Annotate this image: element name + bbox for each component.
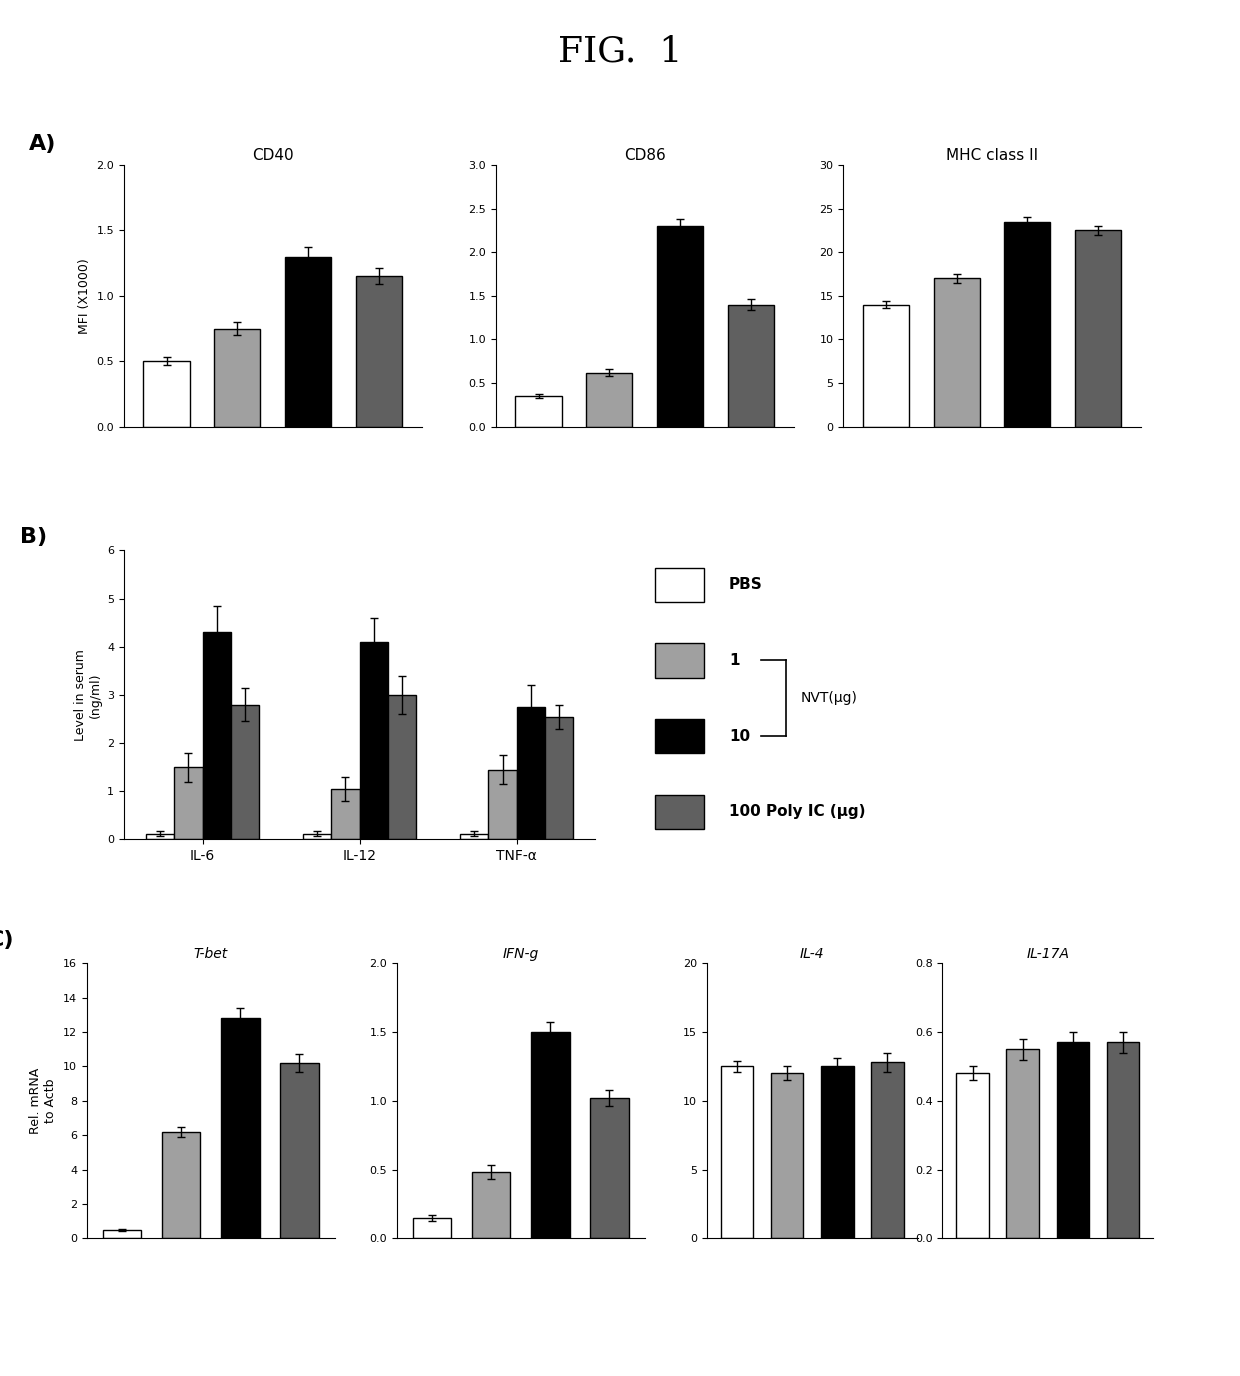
Bar [872, 1062, 904, 1238]
Title: T-bet: T-bet [193, 947, 228, 960]
Bar [956, 1073, 988, 1238]
Title: IFN-g: IFN-g [502, 947, 539, 960]
Bar [221, 1018, 259, 1238]
Bar [360, 641, 388, 839]
Title: MHC class II: MHC class II [946, 147, 1038, 162]
Bar [517, 707, 544, 839]
Bar [285, 256, 331, 427]
Bar [657, 226, 703, 427]
Bar [162, 1131, 201, 1238]
Bar [413, 1218, 451, 1238]
Bar [280, 1062, 319, 1238]
Text: NVT(μg): NVT(μg) [801, 691, 858, 706]
Title: IL-4: IL-4 [800, 947, 825, 960]
Bar [144, 362, 190, 427]
Bar [231, 705, 259, 839]
Text: FIG.  1: FIG. 1 [558, 34, 682, 69]
Bar [1056, 1043, 1089, 1238]
Bar [1004, 222, 1050, 427]
Bar [934, 278, 980, 427]
Bar [1107, 1043, 1140, 1238]
Bar [728, 304, 774, 427]
Bar [1007, 1049, 1039, 1238]
Bar [655, 567, 704, 603]
Text: 1: 1 [729, 654, 739, 667]
Bar [863, 304, 909, 427]
Bar [215, 329, 260, 427]
Bar [303, 834, 331, 839]
Bar [771, 1073, 804, 1238]
Bar [720, 1066, 753, 1238]
Title: CD40: CD40 [252, 147, 294, 162]
Bar [175, 768, 202, 839]
Bar [388, 695, 417, 839]
Bar [146, 834, 175, 839]
Bar [331, 788, 360, 839]
Text: B): B) [20, 527, 47, 548]
Bar [489, 769, 517, 839]
Bar [356, 277, 402, 427]
Bar [531, 1032, 569, 1238]
Bar [655, 644, 704, 678]
Bar [472, 1172, 511, 1238]
Bar [1075, 230, 1121, 427]
Bar [544, 717, 573, 839]
Y-axis label: Rel. mRNA
to Actb: Rel. mRNA to Actb [30, 1068, 57, 1134]
Bar [587, 373, 632, 427]
Bar [590, 1098, 629, 1238]
Y-axis label: MFI (X1000): MFI (X1000) [78, 257, 91, 334]
Bar [821, 1066, 853, 1238]
Bar [655, 718, 704, 754]
Text: PBS: PBS [729, 578, 763, 592]
Bar [460, 834, 489, 839]
Y-axis label: Level in serum
(ng/ml): Level in serum (ng/ml) [73, 649, 102, 740]
Title: IL-17A: IL-17A [1027, 947, 1069, 960]
Text: 10: 10 [729, 729, 750, 743]
Bar [655, 795, 704, 828]
Bar [516, 396, 562, 427]
Title: CD86: CD86 [624, 147, 666, 162]
Text: A): A) [29, 133, 56, 154]
Text: 100 Poly IC (μg): 100 Poly IC (μg) [729, 805, 866, 819]
Bar [103, 1230, 141, 1238]
Bar [202, 633, 231, 839]
Text: C): C) [0, 930, 14, 951]
